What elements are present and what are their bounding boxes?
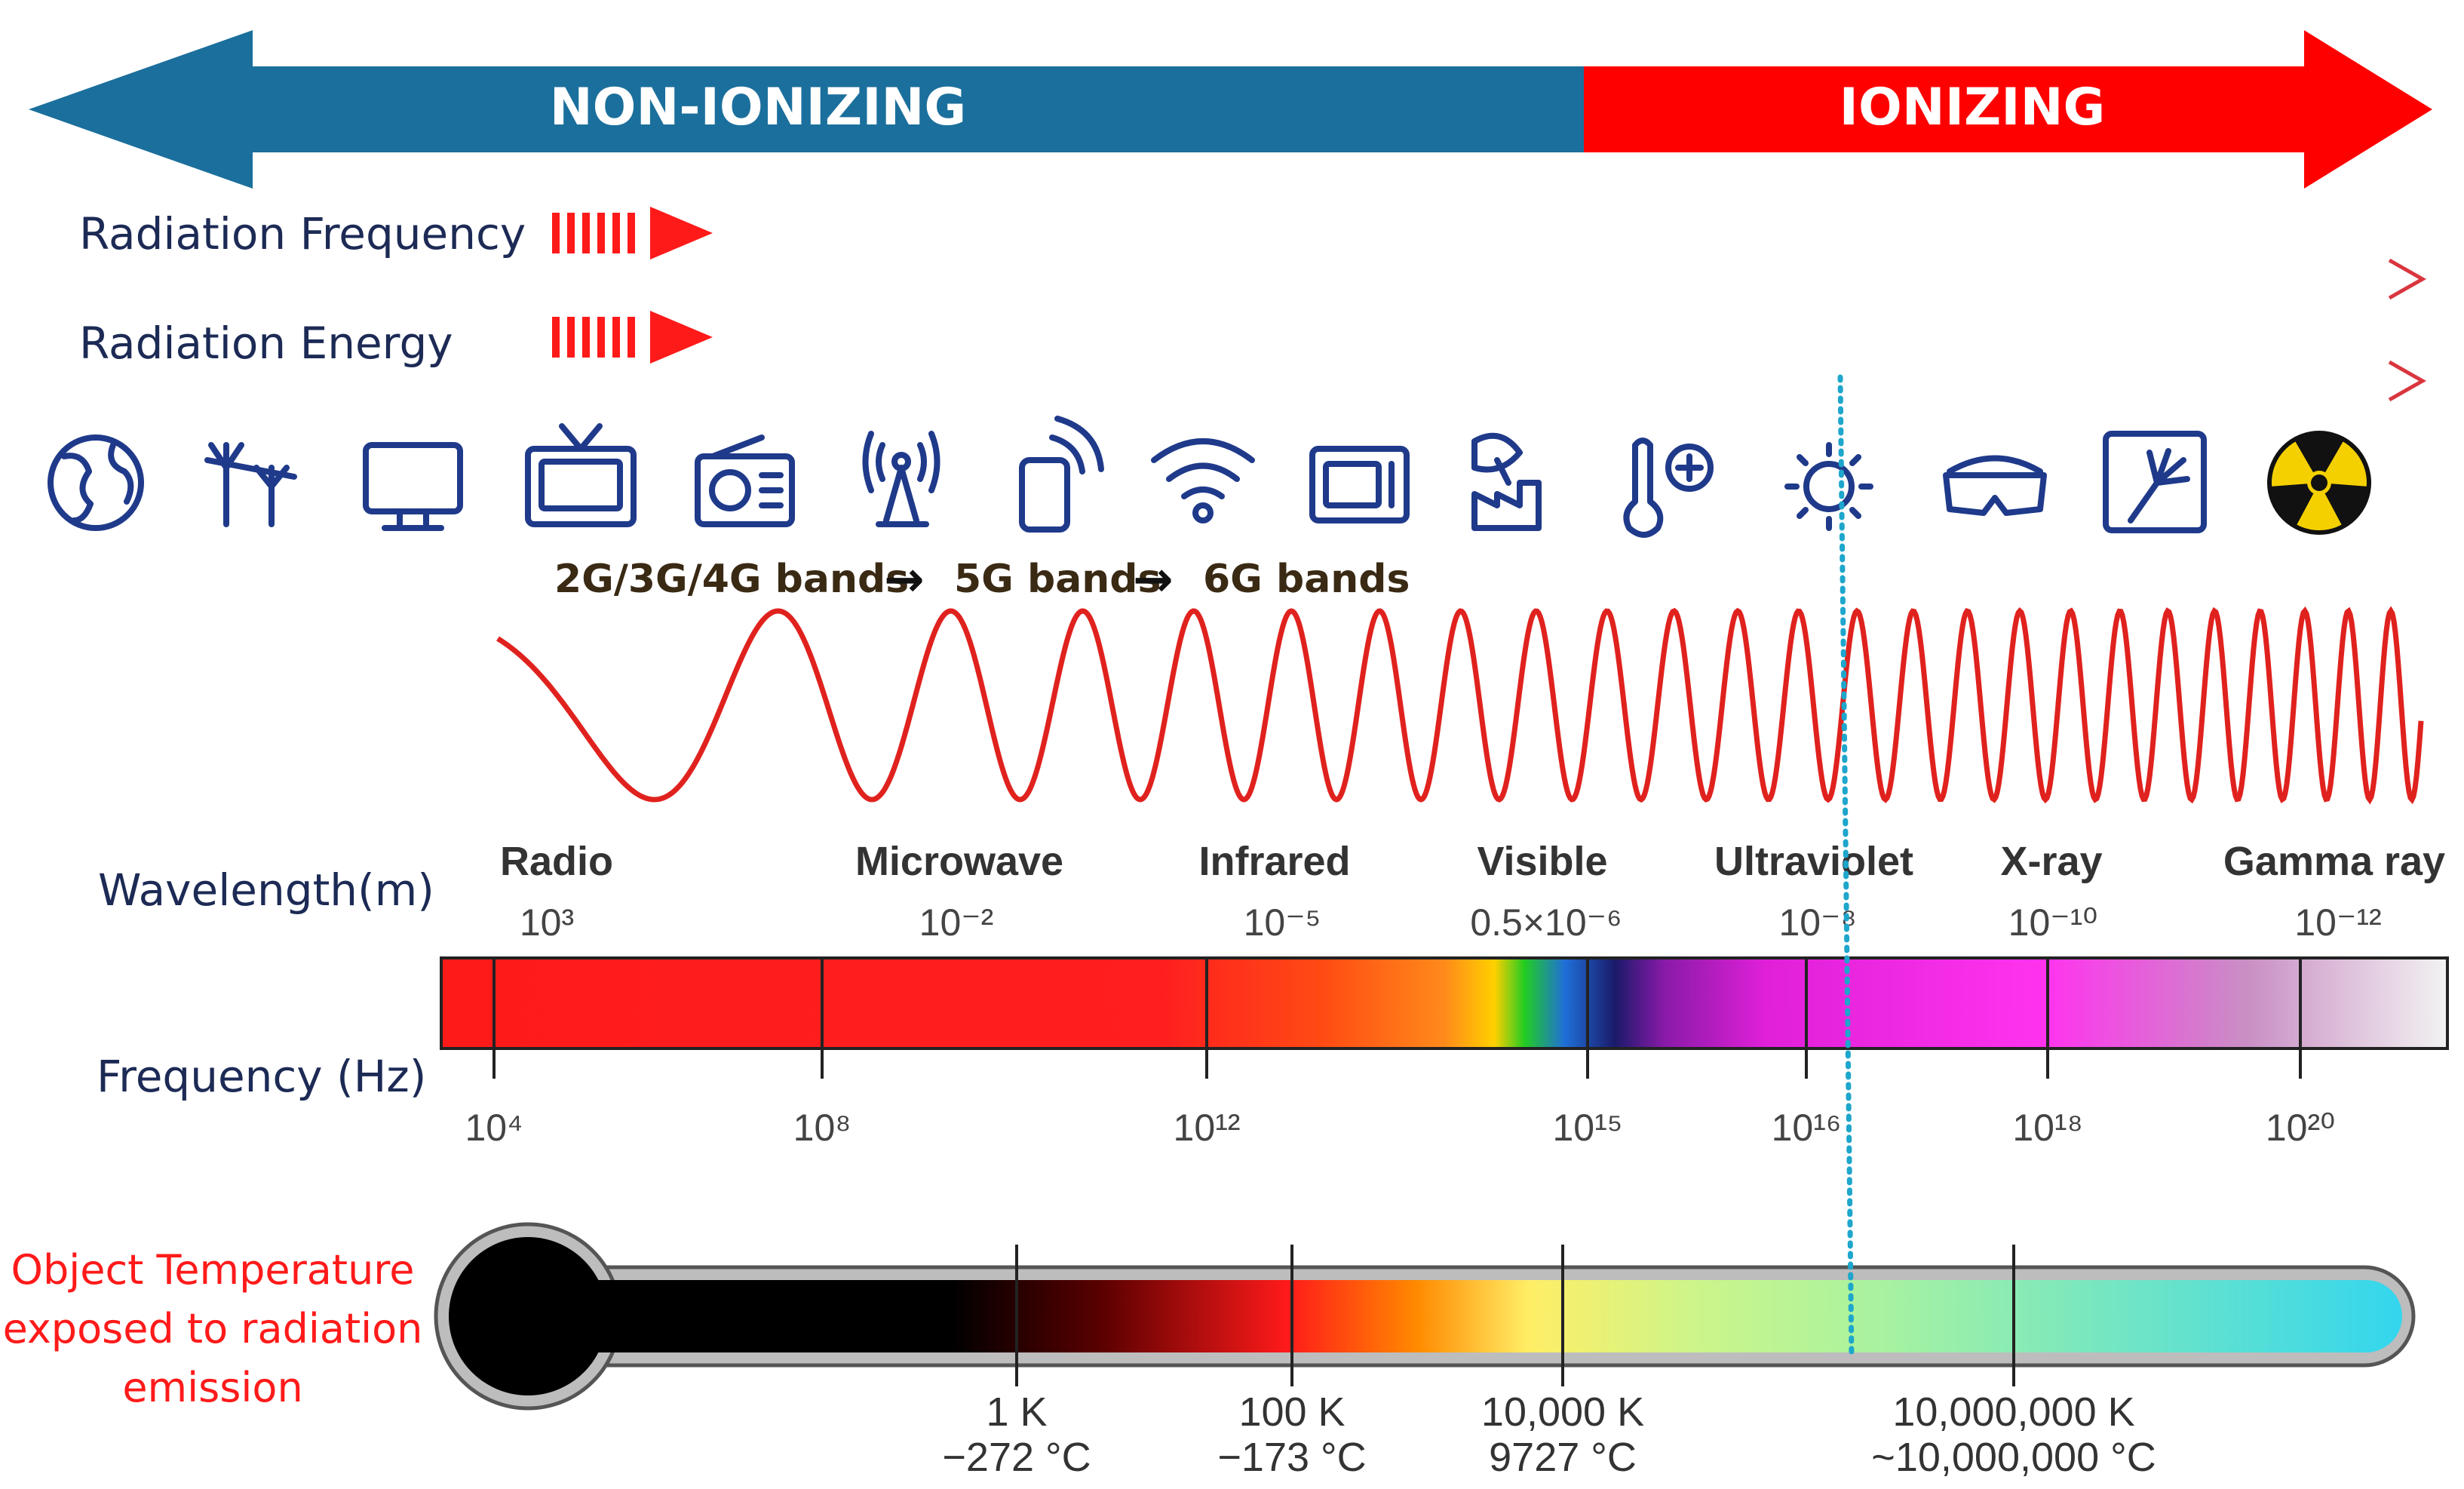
non-ionizing-label: NON-IONIZING [550,78,967,137]
temp-kelvin: 1 K [986,1389,1047,1435]
thermometer-bulb [449,1237,607,1395]
xray-hand-icon [2103,431,2207,533]
energy-axis-arrowhead [2388,360,2427,402]
band-5g: 5G bands [954,557,1161,602]
cellular-bands: 2G/3G/4G bands → 5G bands → 6G bands [554,552,1410,608]
spectrum-color-bar [440,956,2449,1050]
frequency-tick-label: 10¹⁶ [1772,1107,1842,1149]
temperature-thermometer [434,1222,2416,1411]
frequency-tick-label: 10¹² [1174,1107,1241,1149]
power-line-antenna-icon [204,442,297,527]
thermometer-icon [1623,437,1714,538]
frequency-wave [496,606,2424,805]
temperature-caption-line: emission [122,1364,302,1411]
wavelength-axis-label: Wavelength(m) [98,864,434,916]
region-name-gamma-ray: Gamma ray [2223,839,2445,884]
temperature-caption-line: exposed to radiation [3,1305,423,1352]
increase-arrow-icon [552,311,713,364]
ionizing-arrow [1584,30,2432,189]
ionizing-scale-arrow: NON-IONIZING IONIZING [29,30,2432,189]
spectrum-tick-marks [492,958,2302,1079]
globe-icon [48,434,144,531]
wavelength-visible: 0.5×10⁻⁶ [1470,901,1622,944]
region-name-infrared: Infrared [1198,839,1350,884]
radiation-frequency-row: Radiation Frequency [39,207,2427,300]
wavelength-radio: 10³ [520,901,574,944]
frequency-tick-label: 10¹⁵ [1553,1107,1623,1149]
region-labels: Radio Microwave Infrared Visible Ultravi… [500,839,2445,884]
increase-arrow-icon [552,207,713,259]
wavelength-ultraviolet: 10⁻⁸ [1778,901,1856,944]
radiation-energy-row: Radiation Energy [39,311,2427,402]
ionizing-label: IONIZING [1840,78,2106,137]
radiation-hazard-icon [2267,431,2371,535]
region-name-microwave: Microwave [855,839,1063,884]
region-name-x-ray: X-ray [2000,839,2102,884]
thermometer-gradient-fill [543,1280,2402,1352]
microwave-oven-icon [1309,446,1410,523]
safety-goggles-icon [1943,455,2047,516]
temp-celsius: −272 °C [942,1435,1091,1480]
frequency-tick-label: 10¹⁸ [2012,1107,2082,1149]
ionizing-threshold-line [1837,374,1855,1361]
band-6g: 6G bands [1203,557,1410,602]
temp-celsius: −173 °C [1217,1435,1366,1480]
region-name-visible: Visible [1477,839,1607,884]
temp-celsius: ~10,000,000 °C [1871,1435,2156,1480]
frequency-axis-arrowhead [2388,258,2427,300]
wavelength-values: 10³ 10⁻² 10⁻⁵ 0.5×10⁻⁶ 10⁻⁸ 10⁻¹⁰ 10⁻¹² [520,901,2382,944]
frequency-axis-label: Frequency (Hz) [97,1051,426,1102]
television-icon [525,423,637,527]
smartphone-signal-icon [1019,416,1104,533]
band-arrow-2: → [1133,552,1174,608]
frequency-tick-label: 10²⁰ [2266,1107,2335,1149]
temperature-caption-line: Object Temperature [11,1246,414,1294]
wifi-icon [1151,438,1255,523]
band-arrow-1: → [884,552,925,608]
band-2g-3g-4g: 2G/3G/4G bands [554,557,909,602]
frequency-tick-label: 10⁸ [793,1107,852,1149]
temperature-labels: 1 K −272 °C 100 K −173 °C 10,000 K 9727 … [942,1389,2156,1480]
icon-row [48,416,2371,538]
wavelength-infrared: 10⁻⁵ [1244,901,1321,944]
temperature-ticks [1015,1245,2015,1386]
temp-celsius: 9727 °C [1489,1435,1637,1480]
non-ionizing-arrow [29,30,1584,189]
temp-kelvin: 10,000 K [1481,1389,1644,1435]
wavelength-x-ray: 10⁻¹⁰ [2008,901,2098,944]
broadcast-tower-icon [862,431,940,527]
temp-kelvin: 10,000,000 K [1892,1389,2134,1435]
region-name-ultraviolet: Ultraviolet [1714,839,1913,884]
wavelength-microwave: 10⁻² [919,901,994,944]
sun-icon [1784,442,1873,531]
radio-icon [695,434,795,527]
monitor-icon [363,442,463,531]
frequency-values: 10⁴ 10⁸ 10¹² 10¹⁵ 10¹⁶ 10¹⁸ 10²⁰ [465,1107,2335,1149]
temperature-caption: Object Temperature exposed to radiation … [3,1246,423,1411]
radiation-energy-label: Radiation Energy [79,318,453,369]
region-name-radio: Radio [500,839,613,884]
wavelength-gamma-ray: 10⁻¹² [2294,901,2381,944]
temp-kelvin: 100 K [1238,1389,1345,1435]
satellite-dish-factory-icon [1471,432,1542,531]
radiation-frequency-label: Radiation Frequency [79,208,526,259]
frequency-tick-label: 10⁴ [465,1107,523,1149]
